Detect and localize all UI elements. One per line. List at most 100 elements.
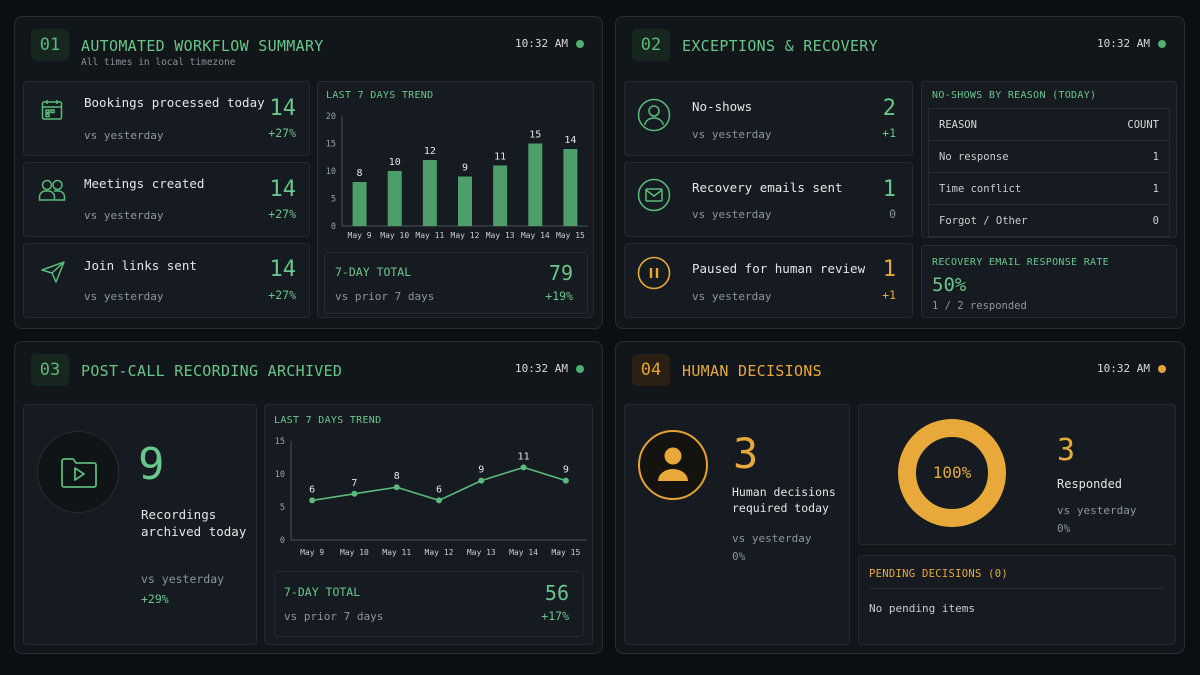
panel-clock: 10:32 AM xyxy=(1097,362,1166,375)
responded-card: 100% 3 Responded vs yesterday 0% xyxy=(858,404,1176,545)
total-card: 7-DAY TOTAL vs prior 7 days 56 +17% xyxy=(274,571,584,637)
trend-title: LAST 7 DAYS TREND xyxy=(274,415,382,426)
bar xyxy=(352,182,367,226)
table-header: REASON COUNT xyxy=(928,108,1170,141)
total-delta: +17% xyxy=(541,609,569,623)
trend-card: LAST 7 DAYS TREND 0 5 10 15 6 May 9 7 May 10 8 Ma… xyxy=(264,404,593,645)
point-value-label: 9 xyxy=(563,465,569,476)
reasons-table: REASON COUNT No response 1 Time conflict… xyxy=(928,108,1170,237)
responded-sub: vs yesterday xyxy=(1057,504,1137,517)
x-tick-label: May 15 xyxy=(556,231,585,240)
person-icon-wrap xyxy=(638,430,708,500)
bar xyxy=(458,176,472,226)
stat-label: No-shows xyxy=(692,99,753,114)
stat-label: Recovery emails sent xyxy=(692,180,843,195)
stat-sub: vs yesterday xyxy=(84,129,164,142)
count-cell: 1 xyxy=(1091,140,1170,173)
decisions-required-card: 3 Human decisions required today vs yest… xyxy=(624,404,850,645)
stat-delta: +27% xyxy=(268,207,296,221)
person-icon xyxy=(658,447,688,481)
stat-card-bookings: Bookings processed today vs yesterday 14… xyxy=(23,81,310,156)
y-tick-label: 10 xyxy=(326,167,336,177)
col-reason: REASON xyxy=(928,108,1092,141)
responded-value: 3 xyxy=(1057,433,1076,468)
stat-card-paused-review: Paused for human review vs yesterday 1 +… xyxy=(624,243,913,318)
panel-title: AUTOMATED WORKFLOW SUMMARY xyxy=(81,37,324,55)
count-cell: 1 xyxy=(1091,172,1170,205)
bar-value-label: 12 xyxy=(424,146,436,157)
data-point xyxy=(562,477,569,484)
total-sub: vs prior 7 days xyxy=(335,290,435,303)
rate-sub: 1 / 2 responded xyxy=(932,300,1027,312)
recordings-delta: +29% xyxy=(141,592,169,606)
recordings-value: 9 xyxy=(138,439,165,490)
stat-label: Paused for human review xyxy=(692,261,866,276)
y-tick-label: 0 xyxy=(331,222,336,232)
total-label: 7-DAY TOTAL xyxy=(335,265,412,279)
rate-title: RECOVERY EMAIL RESPONSE RATE xyxy=(932,257,1109,268)
panel-recording-archived: 03 POST-CALL RECORDING ARCHIVED 10:32 AM… xyxy=(14,341,603,654)
x-tick-label: May 12 xyxy=(451,231,480,240)
trend-title: LAST 7 DAYS TREND xyxy=(326,90,434,101)
video-folder-icon-wrap xyxy=(37,431,119,513)
stat-value: 14 xyxy=(269,177,297,202)
panel-human-decisions: 04 HUMAN DECISIONS 10:32 AM 3 Human deci… xyxy=(615,341,1185,654)
x-tick-label: May 13 xyxy=(486,231,515,240)
response-rate-card: RECOVERY EMAIL RESPONSE RATE 50% 1 / 2 r… xyxy=(921,245,1177,318)
point-value-label: 9 xyxy=(478,465,484,476)
bar xyxy=(422,160,437,226)
count-cell: 0 xyxy=(1152,214,1159,227)
total-delta: +19% xyxy=(545,289,573,303)
status-dot xyxy=(1158,39,1166,48)
data-point xyxy=(478,477,485,484)
decisions-sub: vs yesterday xyxy=(732,532,812,545)
line-chart: 0 5 10 15 6 May 9 7 May 10 8 May 11 6 May 12 9 May 13… xyxy=(275,437,587,557)
y-tick-label: 5 xyxy=(331,195,336,205)
point-value-label: 7 xyxy=(351,478,357,489)
x-tick-label: May 11 xyxy=(415,231,444,240)
stat-label: Bookings processed today xyxy=(84,95,265,110)
stat-delta: +27% xyxy=(268,288,296,302)
total-value: 56 xyxy=(544,581,569,605)
table-row: Time conflict 1 xyxy=(928,172,1170,205)
stat-value: 2 xyxy=(882,96,896,121)
point-value-label: 11 xyxy=(518,451,530,462)
bar xyxy=(563,149,578,226)
panel-workflow-summary: 01 AUTOMATED WORKFLOW SUMMARY All times … xyxy=(14,16,603,329)
stat-delta: +1 xyxy=(882,288,896,302)
pending-divider xyxy=(869,588,1165,589)
status-dot xyxy=(1158,364,1166,373)
bar xyxy=(528,143,543,226)
data-point xyxy=(520,464,527,471)
x-tick-label: May 13 xyxy=(467,548,496,557)
pending-decisions-card: PENDING DECISIONS (0) No pending items xyxy=(858,555,1176,645)
y-tick-label: 15 xyxy=(326,140,336,150)
stat-sub: vs yesterday xyxy=(692,290,772,303)
clock-time: 10:32 AM xyxy=(515,362,568,375)
panel-title: HUMAN DECISIONS xyxy=(682,362,822,380)
user-circle-icon xyxy=(637,98,671,132)
recordings-label: Recordings archived today xyxy=(141,507,247,539)
reason-cell: Forgot / Other xyxy=(939,214,1028,227)
stat-sub: vs yesterday xyxy=(84,290,164,303)
x-tick-label: May 14 xyxy=(509,548,538,557)
no-shows-reason-card: NO-SHOWS BY REASON (TODAY) REASON COUNT … xyxy=(921,81,1177,238)
bar-value-label: 14 xyxy=(564,135,576,146)
y-tick-label: 20 xyxy=(326,112,336,122)
total-label: 7-DAY TOTAL xyxy=(284,585,361,599)
bar-chart: 0 5 10 15 20 8 May 9 10 May 10 12 May 11 9 May 12 11 M… xyxy=(326,112,588,240)
reasons-title: NO-SHOWS BY REASON (TODAY) xyxy=(932,90,1097,101)
stat-delta: +1 xyxy=(882,126,896,140)
y-tick-label: 15 xyxy=(275,437,285,447)
responded-delta: 0% xyxy=(1057,522,1071,535)
panel-number-badge: 04 xyxy=(632,354,670,386)
table-row: No response 1 xyxy=(928,140,1170,173)
point-value-label: 6 xyxy=(309,484,315,495)
y-tick-label: 0 xyxy=(280,536,285,546)
bar xyxy=(387,171,402,226)
stat-card-join-links: Join links sent vs yesterday 14 +27% xyxy=(23,243,310,318)
stat-value: 14 xyxy=(269,257,297,282)
stat-value: 14 xyxy=(269,96,297,121)
total-sub: vs prior 7 days xyxy=(284,610,384,623)
panel-clock: 10:32 AM xyxy=(1097,37,1166,50)
